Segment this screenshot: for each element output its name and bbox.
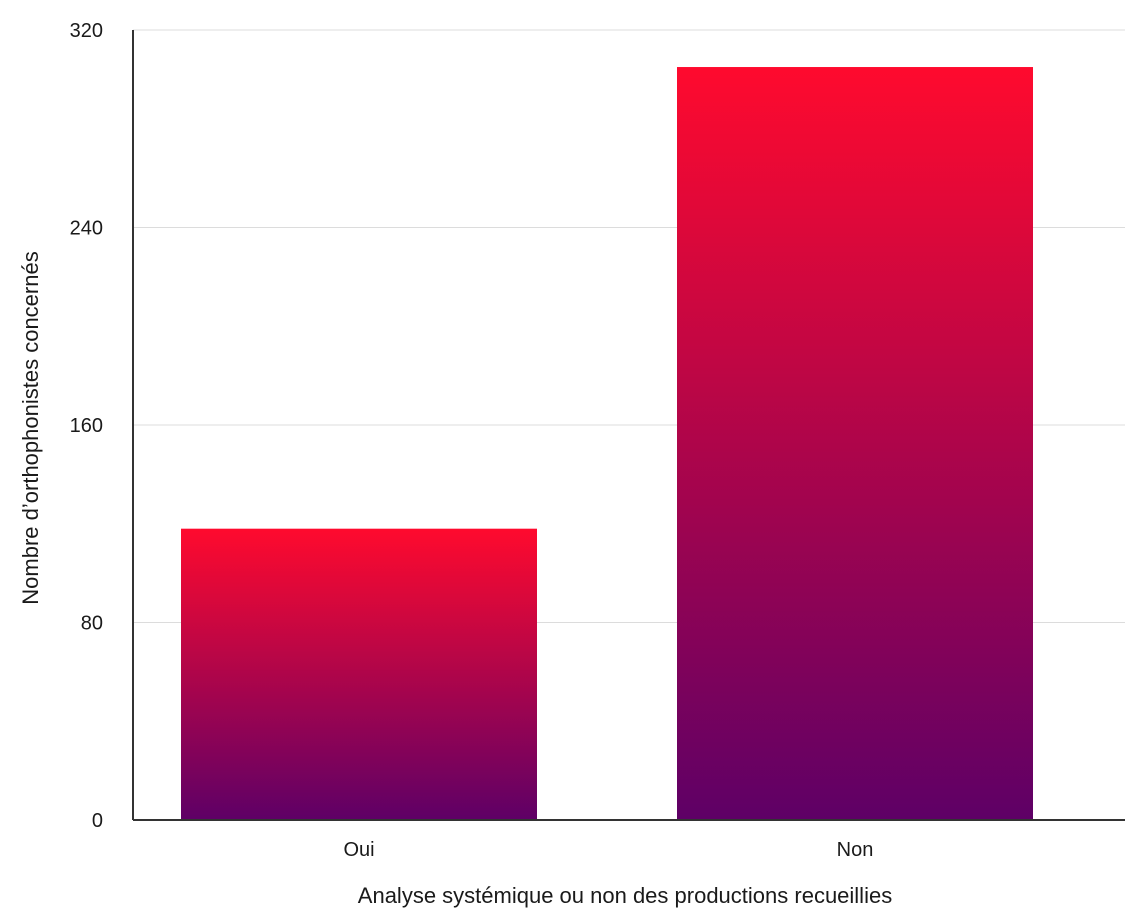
y-tick-label: 160: [70, 415, 103, 437]
x-tick-labels: Oui Non: [343, 839, 873, 861]
y-tick-label: 80: [81, 613, 103, 635]
y-tick-label: 0: [92, 810, 103, 832]
bar-non: [677, 67, 1033, 820]
y-tick-labels: 0 80 160 240 320: [70, 20, 103, 832]
y-tick-label: 320: [70, 20, 103, 42]
x-tick-label: Oui: [343, 839, 374, 861]
x-tick-label: Non: [837, 839, 874, 861]
axes: [132, 30, 1125, 821]
y-axis-label: Nombre d’orthophonistes concernés: [18, 251, 43, 604]
bars: [181, 67, 1033, 820]
y-tick-label: 240: [70, 218, 103, 240]
bar-oui: [181, 528, 537, 820]
x-axis-label: Analyse systémique ou non des production…: [358, 883, 892, 908]
